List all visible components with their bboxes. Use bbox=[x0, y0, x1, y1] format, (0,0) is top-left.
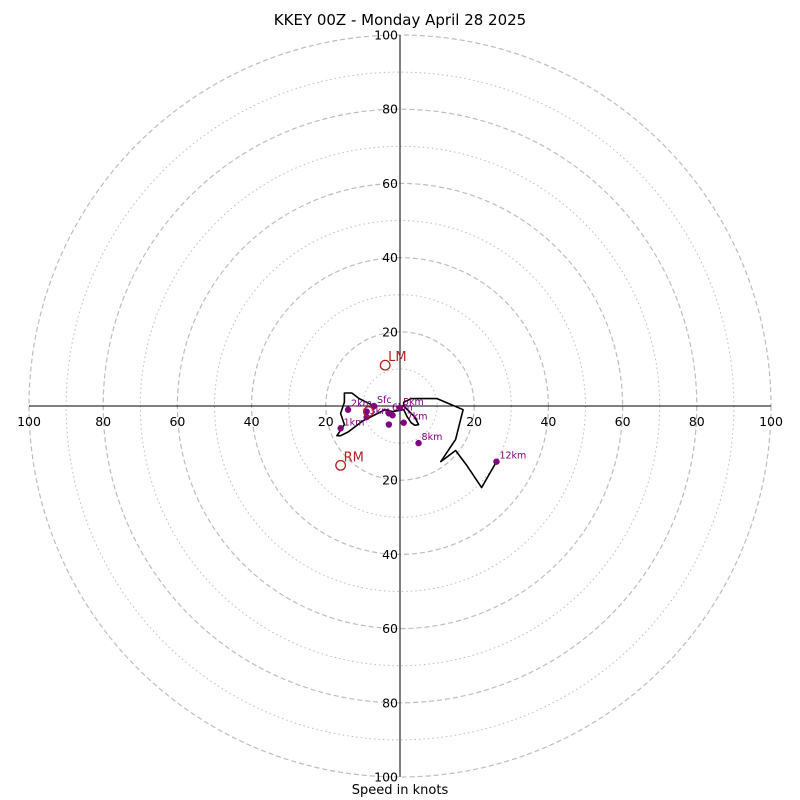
height-marker bbox=[363, 408, 370, 415]
storm-motion-label: RM bbox=[344, 450, 364, 465]
height-label: 7km bbox=[407, 412, 428, 423]
y-tick-label: 60 bbox=[382, 176, 398, 191]
height-label: Sfc bbox=[377, 395, 392, 406]
x-tick-label: 60 bbox=[169, 414, 185, 429]
y-tick-label: 80 bbox=[382, 695, 398, 710]
height-label: 5km bbox=[403, 397, 424, 408]
y-tick-label: 100 bbox=[374, 28, 398, 43]
height-label: 1km bbox=[344, 417, 365, 428]
y-tick-label: 40 bbox=[382, 250, 398, 265]
hodograph-trace bbox=[336, 392, 498, 489]
x-tick-label: 40 bbox=[540, 414, 556, 429]
height-marker bbox=[370, 402, 378, 410]
x-tick-label: 100 bbox=[17, 414, 41, 429]
y-tick-label: 80 bbox=[382, 102, 398, 117]
y-tick-label: 100 bbox=[374, 770, 398, 785]
height-marker bbox=[396, 404, 404, 412]
height-marker bbox=[415, 439, 422, 447]
height-label: 2km bbox=[351, 399, 372, 410]
y-tick-label: 60 bbox=[382, 621, 398, 636]
storm-motion-marker bbox=[363, 406, 374, 418]
x-tick-label: 80 bbox=[689, 414, 705, 429]
x-tick-label: 20 bbox=[318, 414, 334, 429]
height-marker bbox=[344, 406, 352, 413]
height-label: 8km bbox=[422, 432, 443, 443]
x-tick-label: 20 bbox=[466, 414, 482, 429]
height-marker bbox=[337, 425, 344, 432]
x-axis-label: Speed in knots bbox=[351, 783, 449, 798]
height-marker bbox=[493, 458, 500, 465]
y-tick-label: 20 bbox=[382, 473, 398, 488]
y-tick-label: 20 bbox=[382, 324, 398, 339]
chart-title: KKEY 00Z - Monday April 28 2025 bbox=[273, 11, 527, 29]
x-tick-label: 100 bbox=[759, 414, 783, 429]
height-marker bbox=[400, 419, 407, 426]
height-marker bbox=[385, 421, 393, 428]
x-tick-label: 60 bbox=[615, 414, 631, 429]
storm-motion-marker bbox=[335, 459, 347, 471]
height-marker bbox=[389, 412, 396, 419]
storm-motion-marker bbox=[379, 359, 391, 371]
x-tick-label: 40 bbox=[244, 414, 260, 429]
x-tick-label: 80 bbox=[95, 414, 111, 429]
height-label: 3km bbox=[370, 406, 391, 417]
storm-motion-label: LM bbox=[388, 350, 406, 365]
height-label: 12km bbox=[499, 451, 526, 462]
y-tick-label: 40 bbox=[382, 547, 398, 562]
